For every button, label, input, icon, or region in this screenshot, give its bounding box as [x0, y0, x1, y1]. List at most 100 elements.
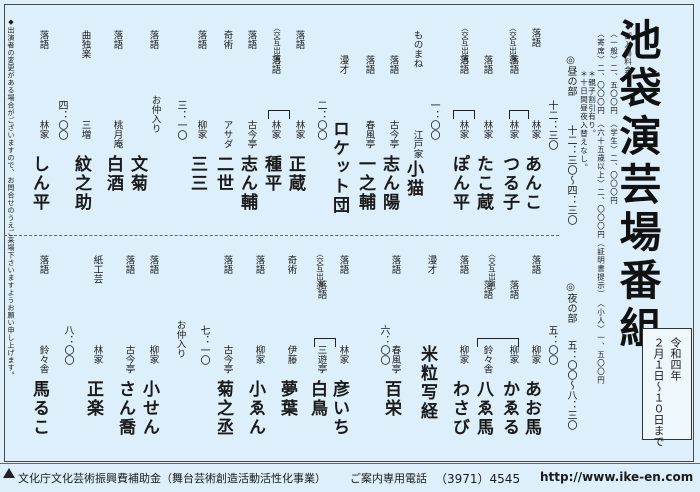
day-act-family: 林家: [269, 120, 281, 139]
website-link[interactable]: http://www.ike-en.com: [540, 470, 694, 484]
night-performer: わさび: [449, 380, 469, 437]
night-act-family: 林家: [91, 345, 103, 364]
day-performer: ロケット団: [329, 120, 349, 215]
night-act-family: 柳家: [507, 345, 519, 364]
day-kouban-1: 〈交互出演〉: [508, 24, 518, 69]
day-act-family: 林家: [481, 120, 493, 139]
notice-text: ◆出演者の変更がある場合がございますので、お問合せのうえご来場下さいますようお願…: [7, 18, 15, 379]
day-act-family: 古今亭: [387, 120, 399, 149]
day-act-type: 曲独楽: [79, 30, 91, 59]
night-act-family: 柳家: [529, 345, 541, 364]
night-act-type: 落語: [481, 280, 493, 299]
price-line-1: 〈一般〉二、五〇〇円 〈学生〉二、〇〇〇円: [609, 30, 619, 205]
day-performer: 小猫: [403, 160, 423, 198]
night-act-family: 鈴々舎: [37, 345, 49, 374]
day-performer: 一之輔: [355, 155, 375, 212]
day-act-family: アサダ: [221, 120, 233, 149]
night-act-type: 落語: [221, 255, 233, 274]
day-act-type: 落語: [245, 30, 257, 49]
night-performer: 夢葉: [277, 380, 297, 418]
price-heading: ◆御入場料金: [623, 22, 633, 75]
night-act-type: 落語: [529, 255, 541, 274]
day-slot-time-4: 三：一〇: [175, 100, 186, 140]
night-act-family: 伊藤: [285, 345, 297, 364]
day-act-type: 落語: [269, 55, 281, 74]
night-performer: 百栄: [381, 380, 401, 418]
day-act-family: 江戸家: [411, 130, 423, 159]
price-line-2: 〈寄席〉二、〇〇〇円 〈六十五歳以上〉二、〇〇〇円（証明書提示） 〈小人〉一、五…: [596, 30, 606, 385]
night-slot-time-2: 六：〇〇: [378, 325, 389, 365]
night-bracket-2: [314, 338, 336, 347]
day-performer: 文菊: [127, 155, 147, 193]
day-slot-time-5: 四：〇〇: [56, 100, 67, 140]
night-act-type: 落語: [147, 255, 159, 274]
night-act-type: 紙工芸: [91, 255, 103, 284]
day-bracket-2: [453, 110, 475, 119]
date-range: ２月１日〜１０日まで: [652, 337, 665, 447]
agency-logo-icon: [3, 468, 15, 478]
day-act-type: 落語: [457, 55, 469, 74]
day-performer: たこ蔵: [473, 155, 493, 212]
day-time-range: 十二：三〇〜四：三〇: [565, 125, 576, 225]
day-act-type: 落語: [293, 30, 305, 49]
date-box: 令和四年 ２月１日〜１０日まで: [642, 328, 692, 447]
day-act-type: 奇術: [221, 30, 233, 49]
night-bracket-1: [477, 338, 519, 347]
day-act-family: 三増: [79, 120, 91, 139]
day-performer: 志ん陽: [379, 155, 399, 212]
night-act-family: 柳家: [147, 345, 159, 364]
day-act-family: 林家: [37, 120, 49, 139]
day-act-type: 落語: [195, 30, 207, 49]
night-act-family: 三遊亭: [315, 345, 327, 374]
day-act-family: 林家: [293, 120, 305, 139]
footer-divider: [0, 463, 700, 464]
night-performer: 正楽: [83, 380, 103, 418]
day-act-type: 落語: [37, 30, 49, 49]
day-act-type: 落語: [147, 30, 159, 49]
night-slot-time-4: 八：〇〇: [62, 325, 73, 365]
night-act-family: 柳家: [253, 345, 265, 364]
night-kouban-1: 〈交互出演〉: [487, 250, 497, 295]
night-performer: 彦いち: [329, 380, 349, 437]
night-act-family: 古今亭: [123, 345, 135, 374]
day-kouban-3: 〈交互出演〉: [272, 24, 282, 69]
day-act-type: 落語: [363, 55, 375, 74]
day-performer: しん平: [29, 155, 49, 212]
night-performer: 馬るこ: [29, 380, 49, 437]
phone-label: ご案内専用電話: [350, 472, 427, 485]
night-kouban-2: 〈交互出演〉: [315, 250, 325, 295]
day-performer: あんこ: [521, 155, 541, 212]
day-act-family: 春風亭: [363, 120, 375, 149]
night-performer: かゑる: [499, 380, 519, 437]
day-act-type: 漫才: [337, 55, 349, 74]
day-act-family: 桃月庵: [111, 120, 123, 149]
night-act-family: 柳家: [457, 345, 469, 364]
night-act-type: 落語: [507, 280, 519, 299]
day-section-label: ◎昼の部: [565, 55, 576, 96]
night-performer: 小せん: [139, 380, 159, 437]
night-performer: あお馬: [521, 380, 541, 437]
sponsor-text: 文化庁文化芸術振興費補助金（舞台芸術創造活動活性化事業）: [18, 472, 326, 485]
price-note-2: ＊十日間昼夜入替えなし。: [579, 70, 589, 172]
night-act-type: 落語: [123, 255, 135, 274]
day-slot-time-1: 十二：三〇: [546, 100, 557, 150]
program-title: 池袋演芸場番組: [613, 18, 662, 354]
day-performer: 紋之助: [71, 155, 91, 212]
day-act-type: 落語: [507, 55, 519, 74]
night-act-type: 落語: [337, 255, 349, 274]
day-act-family: 古今亭: [245, 120, 257, 149]
price-note-1: ＊親子割引有り。: [587, 70, 597, 138]
day-performer: 三三: [187, 155, 207, 193]
day-nakairi: お仲入り: [149, 95, 161, 133]
night-performer: 米粒写経: [417, 345, 437, 421]
day-performer: つる子: [499, 155, 519, 212]
day-slot-time-2: 一：〇〇: [428, 100, 439, 140]
day-act-type: 落語: [387, 55, 399, 74]
night-performer: 八ゑ馬: [473, 380, 493, 437]
night-act-family: 林家: [337, 345, 349, 364]
night-act-type: 落語: [389, 255, 401, 274]
date-era: 令和四年: [669, 337, 682, 381]
day-performer: 種平: [261, 155, 281, 193]
phone-number: （3971）4545: [435, 472, 521, 486]
